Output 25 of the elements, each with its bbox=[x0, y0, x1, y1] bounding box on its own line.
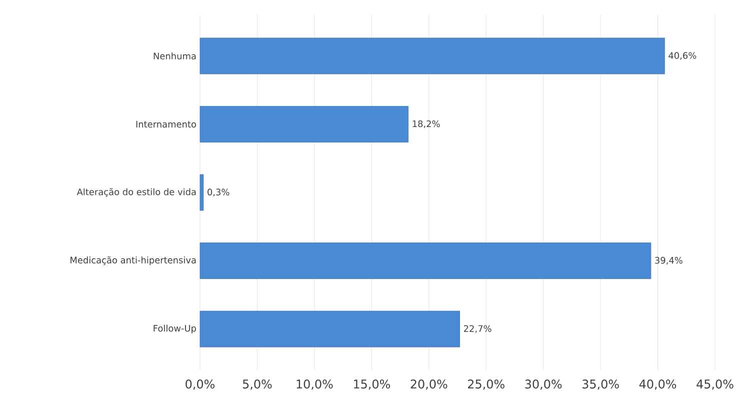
x-tick-label: 20,0% bbox=[410, 380, 448, 390]
x-tick-label: 15,0% bbox=[354, 380, 390, 390]
x-tick-label: 40,0% bbox=[639, 380, 676, 390]
bar bbox=[200, 242, 652, 279]
y-tick-label: Nenhuma bbox=[154, 52, 196, 60]
y-tick-label: Medicação anti-hipertensiva bbox=[70, 256, 196, 266]
x-tick-label: 5,0% bbox=[242, 380, 272, 390]
x-tick-label: 45,0% bbox=[696, 380, 734, 390]
x-tick-label: 10,0% bbox=[296, 380, 333, 390]
data-label: 40,6% bbox=[668, 52, 696, 60]
data-label: 0,3% bbox=[208, 188, 230, 196]
x-tick-label: 0,0% bbox=[186, 380, 215, 390]
y-tick-label: Follow-Up bbox=[154, 324, 196, 334]
bar bbox=[200, 106, 408, 142]
data-label: 18,2% bbox=[412, 120, 440, 128]
bar bbox=[200, 38, 665, 74]
x-tick-label: 35,0% bbox=[582, 380, 619, 390]
x-tick-label: 30,0% bbox=[525, 380, 562, 390]
x-tick-label: 25,0% bbox=[468, 380, 504, 390]
y-tick-label: Internamento bbox=[136, 120, 196, 128]
data-label: 39,4% bbox=[655, 256, 682, 265]
data-label: 22,7% bbox=[464, 325, 492, 333]
y-tick-label: Alteração do estilo de vida bbox=[76, 188, 196, 197]
bar bbox=[200, 310, 460, 348]
bar bbox=[200, 174, 204, 211]
